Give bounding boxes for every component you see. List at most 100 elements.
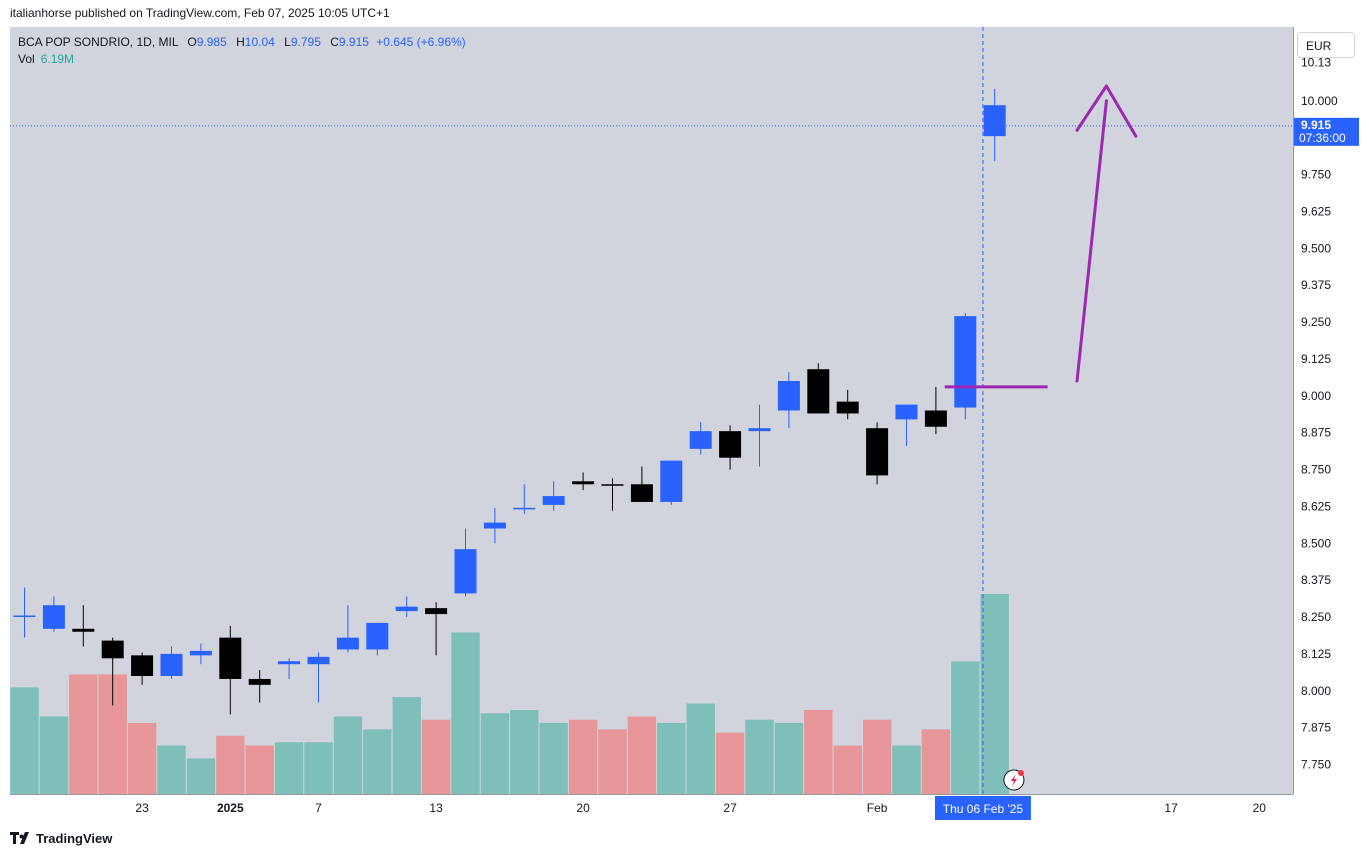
candle-body bbox=[983, 105, 1006, 137]
volume-bar bbox=[774, 722, 804, 794]
candle-body bbox=[307, 656, 330, 665]
volume-bar bbox=[598, 729, 627, 794]
x-tick-label: 2025 bbox=[217, 801, 244, 815]
legend-low-label: L bbox=[284, 35, 291, 49]
volume-bar bbox=[245, 745, 274, 794]
volume-bar bbox=[862, 719, 892, 794]
candle-body bbox=[572, 481, 595, 485]
y-tick-label: 9.625 bbox=[1301, 204, 1331, 218]
volume-bar bbox=[39, 716, 69, 794]
volume-bar bbox=[980, 594, 1009, 794]
candle-body bbox=[630, 484, 653, 502]
volume-bar bbox=[686, 703, 715, 794]
volume-bar bbox=[480, 713, 510, 794]
candle-body bbox=[807, 369, 830, 414]
volume-bar bbox=[715, 732, 745, 794]
candle-body bbox=[395, 606, 418, 612]
candle-body bbox=[836, 401, 859, 414]
volume-bar bbox=[333, 716, 363, 794]
volume-bar bbox=[833, 745, 862, 794]
top-caption: italianhorse published on TradingView.co… bbox=[10, 6, 390, 20]
candle-body bbox=[189, 650, 212, 656]
legend-high-label: H bbox=[236, 35, 245, 49]
y-tick-label: 8.250 bbox=[1301, 610, 1331, 624]
candle-body bbox=[131, 655, 154, 676]
footer-brand: TradingView bbox=[10, 831, 112, 847]
legend-volume-label: Vol bbox=[18, 52, 35, 66]
candle-body bbox=[454, 549, 477, 594]
candle-body bbox=[660, 460, 683, 502]
candle-body bbox=[513, 507, 536, 510]
volume-bar bbox=[363, 729, 392, 794]
legend-open-value: 9.985 bbox=[196, 35, 227, 49]
candle-body bbox=[719, 431, 742, 458]
candle-body bbox=[924, 410, 947, 427]
x-tick-label: 17 bbox=[1164, 801, 1178, 815]
current-price-value: 9.915 bbox=[1301, 118, 1331, 132]
candle-body bbox=[278, 661, 301, 665]
current-price-label bbox=[1294, 117, 1359, 146]
candle-body bbox=[895, 404, 918, 420]
crosshair-date-text: Thu 06 Feb '25 bbox=[943, 802, 1024, 816]
y-tick-label: 10.13 bbox=[1301, 55, 1331, 69]
plot-background bbox=[10, 27, 1293, 794]
candle-body bbox=[748, 428, 771, 432]
legend-low-value: 9.795 bbox=[290, 35, 321, 49]
x-tick-label: 27 bbox=[723, 801, 737, 815]
chart-canvas[interactable]: 10.1310.0009.8759.7509.6259.5009.3759.25… bbox=[10, 27, 1360, 822]
y-tick-label: 7.875 bbox=[1301, 721, 1331, 735]
legend-volume-value: 6.19M bbox=[40, 52, 75, 66]
volume-bar bbox=[157, 745, 186, 794]
candle-body bbox=[866, 428, 889, 476]
y-tick-label: 9.500 bbox=[1301, 241, 1331, 255]
x-tick-label: 20 bbox=[1253, 801, 1267, 815]
volume-bar bbox=[127, 722, 157, 794]
volume-bar bbox=[304, 742, 333, 794]
volume-bar bbox=[392, 697, 421, 794]
y-tick-label: 9.000 bbox=[1301, 389, 1331, 403]
legend-open-label: O bbox=[187, 35, 197, 49]
time-axis-background bbox=[10, 794, 1360, 822]
y-tick-label: 10.000 bbox=[1301, 94, 1338, 108]
candle-body bbox=[366, 622, 389, 650]
volume-bar bbox=[568, 719, 598, 794]
volume-bar bbox=[627, 716, 657, 794]
flash-badge-dot bbox=[1017, 770, 1024, 776]
volume-bar bbox=[421, 719, 451, 794]
annotation-arrow-head bbox=[1075, 84, 1138, 138]
y-tick-label: 9.125 bbox=[1301, 352, 1331, 366]
candle-body bbox=[954, 316, 977, 408]
candle-body bbox=[689, 431, 712, 449]
candle-body bbox=[336, 637, 359, 650]
y-tick-label: 8.000 bbox=[1301, 684, 1331, 698]
annotation-arrow-shaft bbox=[1075, 99, 1108, 383]
candle-body bbox=[777, 381, 800, 411]
volume-bar bbox=[951, 661, 980, 794]
x-tick-label: 7 bbox=[315, 801, 322, 815]
y-tick-label: 8.500 bbox=[1301, 536, 1331, 550]
y-tick-label: 9.375 bbox=[1301, 278, 1331, 292]
x-tick-label: 13 bbox=[429, 801, 443, 815]
volume-bar bbox=[921, 729, 951, 794]
price-axis-background bbox=[1293, 27, 1360, 794]
y-tick-label: 8.125 bbox=[1301, 647, 1331, 661]
volume-bar bbox=[216, 735, 245, 794]
volume-bar bbox=[657, 722, 686, 794]
candle-body bbox=[248, 678, 271, 685]
x-tick-label: 23 bbox=[135, 801, 149, 815]
y-tick-label: 8.625 bbox=[1301, 499, 1331, 513]
volume-bar bbox=[539, 722, 568, 794]
chart-legend: BCA POP SONDRIO, 1D, MIL O9.985 H10.04 L… bbox=[18, 34, 466, 68]
candle-body bbox=[160, 653, 183, 676]
candle-body bbox=[425, 608, 448, 615]
tradingview-logo-icon bbox=[10, 832, 32, 847]
x-tick-label: 20 bbox=[576, 801, 590, 815]
candle-body bbox=[542, 496, 565, 505]
currency-button[interactable]: EUR bbox=[1297, 32, 1355, 58]
crosshair-date-label bbox=[934, 796, 1031, 820]
legend-symbol: BCA POP SONDRIO, 1D, MIL bbox=[18, 35, 179, 49]
footer-brand-name: TradingView bbox=[36, 831, 113, 846]
x-tick-label: Feb bbox=[867, 801, 888, 815]
legend-change-value: +0.645 (+6.96%) bbox=[376, 35, 466, 49]
y-tick-label: 8.750 bbox=[1301, 463, 1331, 477]
